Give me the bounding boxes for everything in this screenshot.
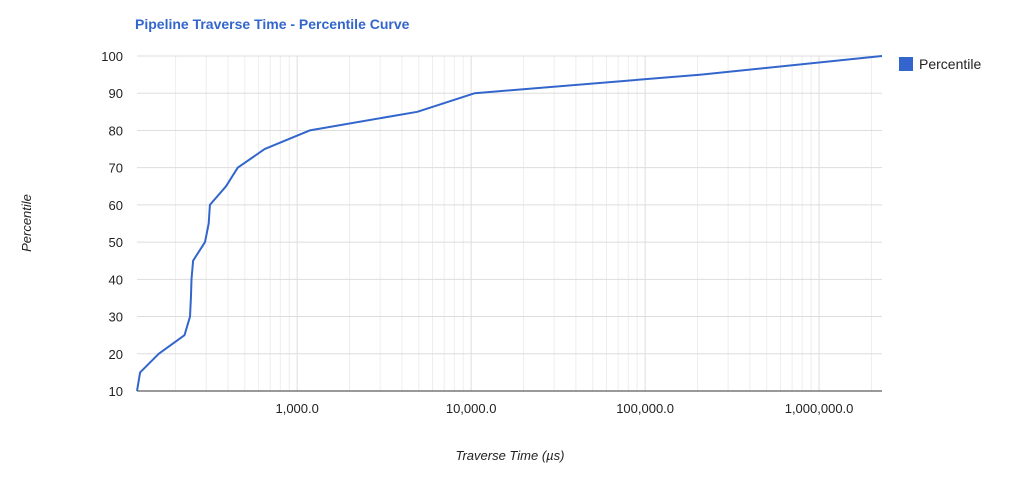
y-tick-label: 40: [109, 272, 123, 287]
series-line-percentile: [136, 55, 883, 392]
x-axis-title: Traverse Time (µs): [456, 448, 565, 463]
y-tick-label: 100: [101, 49, 123, 64]
legend: Percentile: [899, 56, 981, 72]
y-tick-label: 80: [109, 123, 123, 138]
x-tick-label: 1,000,000.0: [785, 401, 854, 416]
x-tick-label: 1,000.0: [275, 401, 318, 416]
series-layer: [136, 55, 883, 392]
legend-swatch: [899, 57, 913, 71]
y-tick-label: 30: [109, 310, 123, 325]
y-tick-label: 50: [109, 235, 123, 250]
y-tick-label: 90: [109, 86, 123, 101]
y-tick-label: 60: [109, 198, 123, 213]
tick-labels: 1,000.0 10,000.0 100,000.0 1,000,000.0 10 20 3…: [101, 49, 853, 416]
x-tick-label: 100,000.0: [616, 401, 674, 416]
x-tick-label: 10,000.0: [446, 401, 497, 416]
legend-label: Percentile: [919, 56, 981, 72]
y-axis-title: Percentile: [19, 194, 34, 252]
y-tick-label: 20: [109, 347, 123, 362]
y-tick-label: 70: [109, 161, 123, 176]
chart-title: Pipeline Traverse Time - Percentile Curv…: [135, 16, 410, 32]
y-tick-label: 10: [109, 384, 123, 399]
grid: [137, 55, 882, 392]
